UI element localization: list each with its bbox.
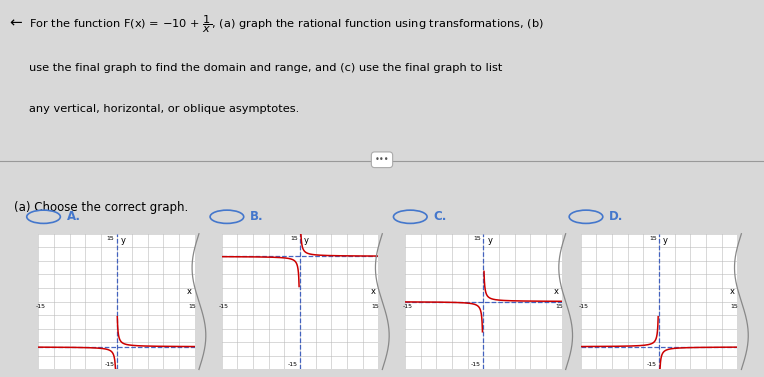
Text: y: y: [487, 236, 493, 245]
Text: y: y: [663, 236, 668, 245]
Text: -15: -15: [36, 304, 46, 309]
Text: •••: •••: [374, 155, 390, 164]
Text: 15: 15: [189, 304, 196, 309]
Text: x: x: [730, 287, 734, 296]
Text: -15: -15: [105, 362, 115, 367]
Text: 15: 15: [372, 304, 380, 309]
Text: B.: B.: [250, 210, 264, 223]
Text: x: x: [371, 287, 375, 296]
Text: ←: ←: [9, 16, 22, 31]
Text: D.: D.: [609, 210, 623, 223]
Text: (a) Choose the correct graph.: (a) Choose the correct graph.: [14, 201, 188, 215]
Text: -15: -15: [288, 362, 298, 367]
Text: For the function F(x) = $-$10 + $\dfrac{1}{x}$, (a) graph the rational function : For the function F(x) = $-$10 + $\dfrac{…: [29, 14, 544, 35]
Text: 15: 15: [555, 304, 563, 309]
Text: use the final graph to find the domain and range, and (c) use the final graph to: use the final graph to find the domain a…: [29, 63, 503, 73]
Text: -15: -15: [578, 304, 588, 309]
Text: A.: A.: [66, 210, 80, 223]
Text: x: x: [554, 287, 558, 296]
Text: 15: 15: [290, 236, 298, 241]
Text: C.: C.: [433, 210, 447, 223]
Text: 15: 15: [474, 236, 481, 241]
Text: -15: -15: [647, 362, 657, 367]
Text: x: x: [187, 287, 192, 296]
Text: -15: -15: [219, 304, 229, 309]
Text: -15: -15: [471, 362, 481, 367]
Text: 15: 15: [649, 236, 657, 241]
Text: y: y: [121, 236, 126, 245]
Text: 15: 15: [107, 236, 115, 241]
Text: -15: -15: [403, 304, 413, 309]
Text: any vertical, horizontal, or oblique asymptotes.: any vertical, horizontal, or oblique asy…: [29, 104, 299, 114]
Text: 15: 15: [731, 304, 739, 309]
Text: y: y: [304, 236, 309, 245]
